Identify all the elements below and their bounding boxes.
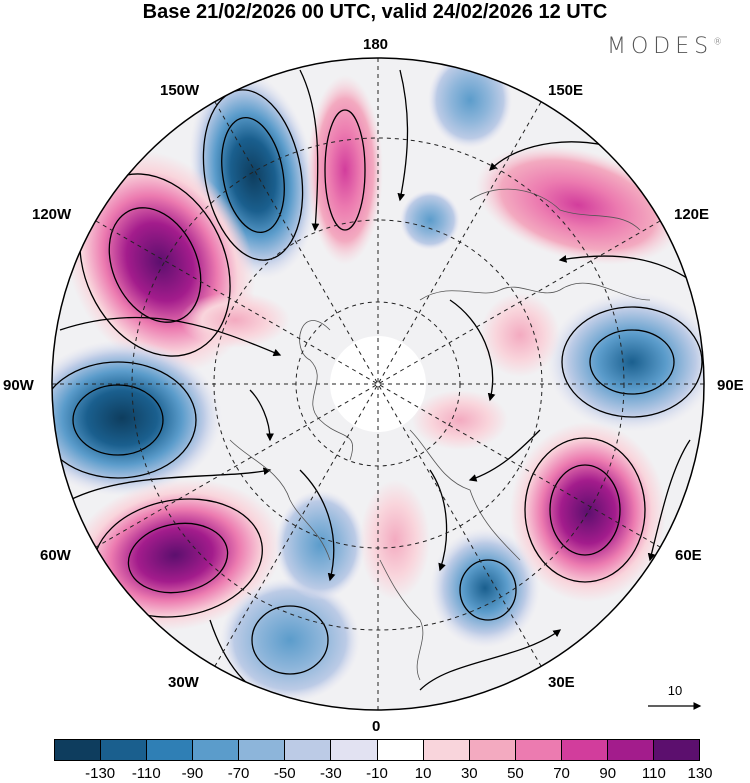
colorbar-cell bbox=[238, 740, 285, 760]
colorbar-cell bbox=[514, 740, 561, 760]
brand-name: MODES bbox=[607, 34, 714, 59]
colorbar-tick-label: 10 bbox=[414, 765, 432, 782]
pole-area bbox=[330, 336, 426, 432]
colorbar-cell bbox=[330, 740, 377, 760]
high-anomaly-175w bbox=[307, 75, 383, 265]
brand-logo: MODES® bbox=[607, 34, 722, 59]
lon-label-90e: 90E bbox=[717, 377, 744, 394]
coastlines bbox=[229, 188, 651, 681]
low-anomaly-90e bbox=[547, 292, 704, 432]
colorbar-cell bbox=[100, 740, 147, 760]
lon-label-60e: 60E bbox=[675, 547, 702, 564]
lon-label-150w: 150W bbox=[160, 82, 200, 99]
colorbar-cell bbox=[560, 740, 607, 760]
lon-label-0: 0 bbox=[372, 718, 381, 735]
lon-label-120e: 120E bbox=[674, 206, 710, 223]
colorbar-cell bbox=[376, 740, 423, 760]
lon-label-30e: 30E bbox=[548, 674, 575, 691]
colorbar-cell bbox=[606, 740, 654, 760]
lon-label-60w: 60W bbox=[40, 547, 71, 564]
colorbar-tick-label: -70 bbox=[227, 765, 250, 782]
lon-label-150e: 150E bbox=[548, 82, 584, 99]
low-anomaly-30e bbox=[430, 528, 540, 648]
lon-label-90w: 90W bbox=[3, 377, 34, 394]
lon-label-30w: 30W bbox=[168, 674, 199, 691]
colorbar-tick-label: -130 bbox=[85, 765, 116, 782]
colorbar-cell bbox=[192, 740, 239, 760]
low-anomaly-30w bbox=[220, 578, 360, 702]
colorbar-tick-label: 130 bbox=[687, 765, 713, 782]
colorbar-tick-label: -30 bbox=[320, 765, 342, 782]
colorbar bbox=[54, 739, 700, 761]
brand-mark: ® bbox=[713, 37, 723, 48]
reference-vector-label: 10 bbox=[667, 683, 683, 698]
low-anomaly-160e bbox=[428, 58, 512, 148]
map-disk bbox=[52, 58, 704, 710]
colorbar-tick-label: 50 bbox=[507, 765, 524, 782]
map-boundary bbox=[51, 57, 705, 711]
colorbar-tick-label: 70 bbox=[553, 765, 570, 782]
graticule bbox=[52, 58, 704, 710]
lon-label-180: 180 bbox=[363, 36, 389, 53]
colorbar-tick-label: 110 bbox=[641, 765, 666, 782]
colorbar-cell bbox=[284, 740, 331, 760]
colorbar-cell bbox=[146, 740, 193, 760]
high-anomaly-110w-inner bbox=[180, 292, 290, 348]
colorbar-tick-label: -10 bbox=[366, 765, 388, 782]
map-title: Base 21/02/2026 00 UTC, valid 24/02/2026… bbox=[142, 1, 608, 23]
colorbar-tick-label: -90 bbox=[181, 765, 204, 782]
colorbar-tick-label: 30 bbox=[460, 765, 478, 782]
colorbar-cell bbox=[653, 740, 700, 760]
colorbar-tick-label: 90 bbox=[599, 765, 617, 782]
high-anomaly-60e-inner bbox=[412, 390, 508, 450]
colorbar-tick-label: -50 bbox=[273, 765, 296, 782]
lon-label-120w: 120W bbox=[32, 206, 72, 223]
low-anomaly-40w bbox=[275, 490, 365, 600]
high-anomaly-10w bbox=[360, 480, 430, 600]
high-anomaly-60e bbox=[510, 422, 666, 602]
colorbar-tick-label: -110 bbox=[131, 765, 161, 782]
low-anomaly-150e bbox=[400, 190, 460, 250]
colorbar-cell bbox=[422, 740, 469, 760]
low-anomaly-90w bbox=[52, 340, 222, 496]
colorbar-cell bbox=[468, 740, 515, 760]
colorbar-cell bbox=[55, 740, 101, 760]
